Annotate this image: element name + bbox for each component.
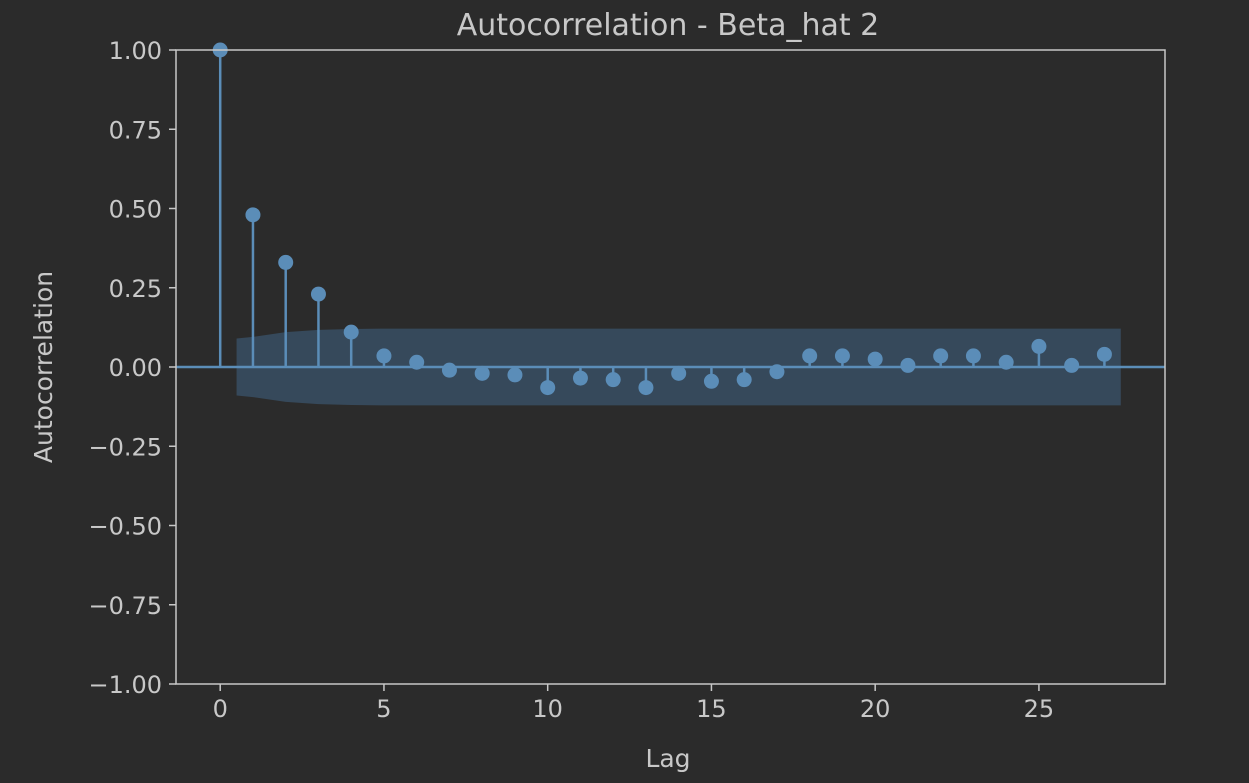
stem-marker-lag-2 xyxy=(278,254,294,270)
y-tick-label: −0.25 xyxy=(88,433,162,461)
y-tick-label: 0.25 xyxy=(109,275,162,303)
y-axis-label: Autocorrelation xyxy=(29,271,58,463)
y-tick-label: −0.75 xyxy=(88,592,162,620)
y-tick-label: −1.00 xyxy=(88,671,162,699)
y-tick-label: 0.75 xyxy=(109,116,162,144)
stem-marker-lag-12 xyxy=(605,372,621,388)
stem-marker-lag-9 xyxy=(507,367,523,383)
y-tick-label: −0.50 xyxy=(88,513,162,541)
stem-marker-lag-20 xyxy=(867,351,883,367)
stem-marker-lag-26 xyxy=(1064,357,1080,373)
stem-marker-lag-5 xyxy=(376,348,392,364)
stem-marker-lag-8 xyxy=(474,365,490,381)
y-tick-label: 0.50 xyxy=(109,196,162,224)
stem-marker-lag-27 xyxy=(1096,346,1112,362)
stem-marker-lag-21 xyxy=(900,357,916,373)
x-tick-label: 25 xyxy=(1024,695,1055,723)
x-tick-label: 15 xyxy=(696,695,727,723)
x-tick-label: 0 xyxy=(213,695,228,723)
stem-marker-lag-1 xyxy=(245,207,261,223)
stem-marker-lag-10 xyxy=(540,380,556,396)
stem-marker-lag-15 xyxy=(703,373,719,389)
stem-marker-lag-24 xyxy=(998,354,1014,370)
stem-marker-lag-4 xyxy=(343,324,359,340)
y-tick-label: 1.00 xyxy=(109,37,162,65)
stem-marker-lag-17 xyxy=(769,364,785,380)
stem-marker-lag-23 xyxy=(965,348,981,364)
stem-marker-lag-18 xyxy=(802,348,818,364)
x-axis-label: Lag xyxy=(645,744,690,773)
ticks-group: 0 5 10 15 20 25 1.00 0.75 0.50 0.25 0.00 −0.25 −0.50… xyxy=(88,37,1054,723)
chart-title: Autocorrelation - Beta_hat 2 xyxy=(457,8,880,43)
stem-marker-lag-16 xyxy=(736,372,752,388)
y-tick-label: 0.00 xyxy=(109,354,162,382)
stems-group xyxy=(212,42,1112,396)
x-tick-label: 20 xyxy=(860,695,891,723)
stem-marker-lag-11 xyxy=(572,370,588,386)
x-tick-label: 10 xyxy=(532,695,563,723)
stem-marker-lag-7 xyxy=(441,362,457,378)
stem-marker-lag-19 xyxy=(834,348,850,364)
stem-marker-lag-25 xyxy=(1031,338,1047,354)
stem-marker-lag-14 xyxy=(671,365,687,381)
stem-marker-lag-22 xyxy=(933,348,949,364)
stem-marker-lag-13 xyxy=(638,380,654,396)
stem-marker-lag-3 xyxy=(310,286,326,302)
stem-marker-lag-6 xyxy=(409,354,425,370)
x-tick-label: 5 xyxy=(376,695,391,723)
